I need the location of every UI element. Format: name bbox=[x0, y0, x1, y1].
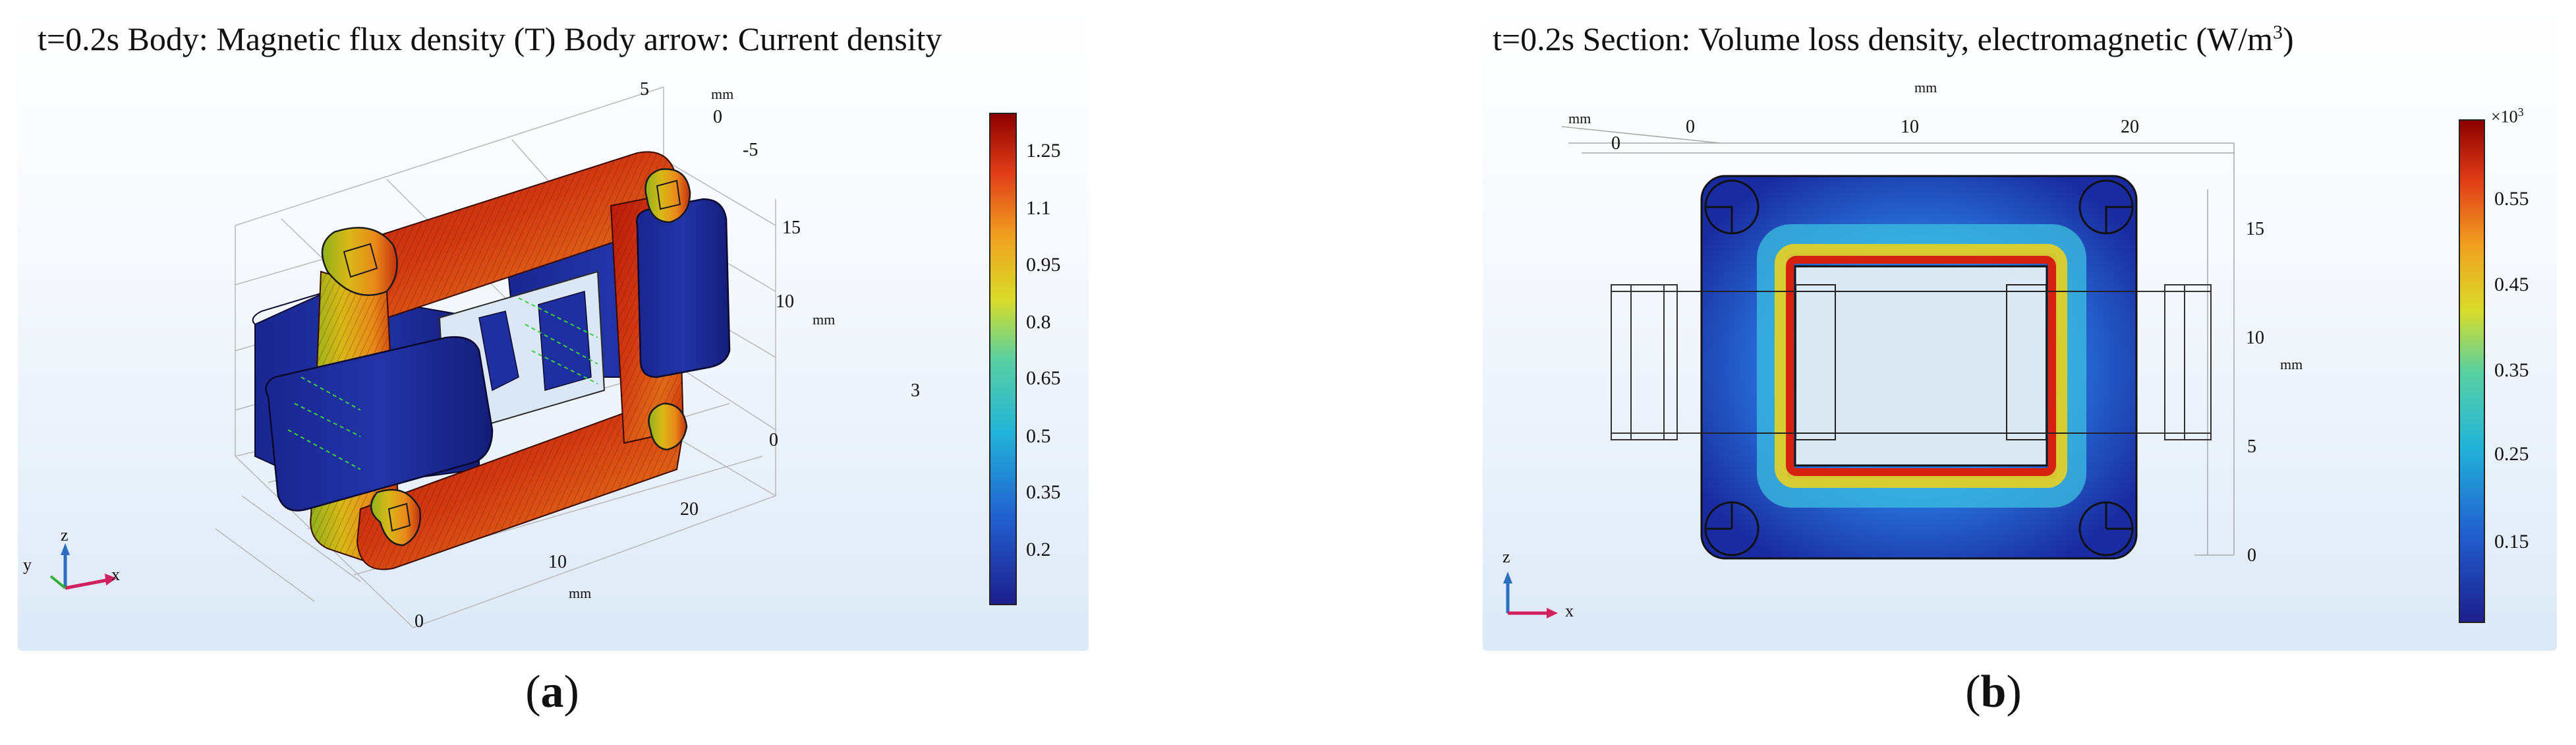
triad-z-label: z bbox=[1503, 547, 1510, 566]
caption-b-close: ) bbox=[2006, 667, 2022, 717]
cbar-b-exponent: ×103 bbox=[2491, 105, 2524, 127]
cbar-a-tick: 0.65 bbox=[1026, 367, 1061, 389]
cbar-b-exponent-base: ×10 bbox=[2491, 107, 2518, 127]
cbar-a-tick: 0.8 bbox=[1026, 311, 1051, 333]
panel-b-colorbar bbox=[2459, 119, 2485, 623]
panel-a-colorbar bbox=[989, 113, 1017, 605]
caption-a-open: ( bbox=[525, 667, 541, 717]
axis-tick: 5 bbox=[640, 79, 649, 100]
axis-tick: -5 bbox=[743, 140, 758, 160]
cbar-b-exponent-power: 3 bbox=[2517, 105, 2524, 119]
triad-x-label: x bbox=[111, 565, 120, 584]
axis-tick: 15 bbox=[2246, 219, 2264, 239]
axis-tick: 5 bbox=[2247, 436, 2256, 457]
core-end-cap-bottom-right bbox=[648, 402, 688, 451]
panel-b-axis-triad bbox=[1503, 572, 1558, 618]
axis-tick: 0 bbox=[1686, 117, 1695, 137]
right-coil-front bbox=[635, 198, 731, 378]
panel-a-3d-flux-plot: t=0.2s Body: Magnetic flux density (T) B… bbox=[18, 8, 1089, 651]
core-end-cap-top-left bbox=[321, 227, 398, 296]
left-coil-front bbox=[265, 336, 494, 512]
caption-a-close: ) bbox=[563, 667, 579, 717]
loss-hotspot-inner bbox=[1786, 256, 2056, 476]
coil-front-outlines bbox=[1702, 284, 2136, 440]
panel-b-plot-canvas bbox=[1503, 119, 2485, 623]
panel-a-plot-canvas bbox=[49, 86, 1017, 628]
panel-a-axis-triad bbox=[49, 543, 117, 590]
cbar-b-tick: 0.15 bbox=[2494, 531, 2529, 552]
triad-z-label: z bbox=[61, 525, 69, 545]
caption-b-open: ( bbox=[1965, 667, 1981, 717]
axis-tick: 10 bbox=[548, 552, 567, 572]
axis-unit: mm bbox=[2280, 356, 2303, 372]
axis-tick: 15 bbox=[782, 218, 801, 238]
loss-hotspot-outer bbox=[1757, 224, 2086, 508]
axis-tick: 0 bbox=[713, 107, 722, 127]
axis-tick: 0 bbox=[2247, 545, 2256, 566]
axis-tick: 20 bbox=[2121, 117, 2139, 137]
cbar-a-tick: 1.25 bbox=[1026, 140, 1061, 162]
axis-tick: 10 bbox=[776, 291, 794, 312]
cbar-a-tick: 0.5 bbox=[1026, 425, 1051, 447]
panel-a-title: t=0.2s Body: Magnetic flux density (T) B… bbox=[38, 20, 942, 57]
axis-tick: 20 bbox=[680, 499, 699, 520]
caption-b: (b) bbox=[1941, 666, 2046, 719]
cbar-b-tick: 0.35 bbox=[2494, 359, 2529, 381]
caption-a-letter: a bbox=[540, 667, 564, 717]
axis-tick: 10 bbox=[2246, 328, 2264, 348]
panel-b-title-sup: 3 bbox=[2273, 21, 2283, 44]
axis-tick: 3 bbox=[911, 380, 920, 401]
panel-b-loss-section-plot: t=0.2s Section: Volume loss density, ele… bbox=[1483, 8, 2557, 651]
panel-b-title-main: t=0.2s Section: Volume loss density, ele… bbox=[1493, 20, 2274, 57]
core-end-cap-top-right bbox=[644, 168, 691, 224]
cbar-a-tick: 1.1 bbox=[1026, 197, 1051, 219]
loss-hotspot-mid bbox=[1775, 244, 2067, 488]
axis-unit: mm bbox=[813, 311, 836, 328]
caption-a: (a) bbox=[500, 666, 605, 719]
panel-b-title-end: ) bbox=[2283, 20, 2294, 57]
triad-y-label: y bbox=[23, 555, 32, 574]
axis-tick: 0 bbox=[1611, 133, 1620, 154]
cbar-a-tick: 0.2 bbox=[1026, 539, 1051, 560]
axis-unit: mm bbox=[1914, 79, 1937, 96]
triad-x-label: x bbox=[1565, 601, 1574, 620]
axis-unit: mm bbox=[1568, 110, 1591, 127]
corner-markers bbox=[1704, 179, 2134, 556]
panel-b-title: t=0.2s Section: Volume loss density, ele… bbox=[1493, 20, 2294, 58]
cbar-a-tick: 0.95 bbox=[1026, 254, 1061, 276]
axis-tick: 10 bbox=[1901, 117, 1919, 137]
axis-tick: 0 bbox=[769, 430, 778, 450]
axis-unit: mm bbox=[569, 585, 592, 601]
cbar-b-tick: 0.55 bbox=[2494, 188, 2529, 210]
core-end-cap-bottom-left bbox=[370, 489, 421, 547]
cbar-b-tick: 0.25 bbox=[2494, 443, 2529, 465]
current-density-arrows bbox=[287, 297, 598, 470]
core-window-section bbox=[1794, 265, 2048, 467]
axis-unit: mm bbox=[711, 86, 734, 102]
cbar-a-tick: 0.35 bbox=[1026, 481, 1061, 503]
caption-b-letter: b bbox=[1980, 667, 2007, 717]
panel-b-grid bbox=[1561, 126, 2235, 556]
cbar-b-tick: 0.45 bbox=[2494, 274, 2529, 295]
axis-tick: 0 bbox=[415, 611, 424, 632]
